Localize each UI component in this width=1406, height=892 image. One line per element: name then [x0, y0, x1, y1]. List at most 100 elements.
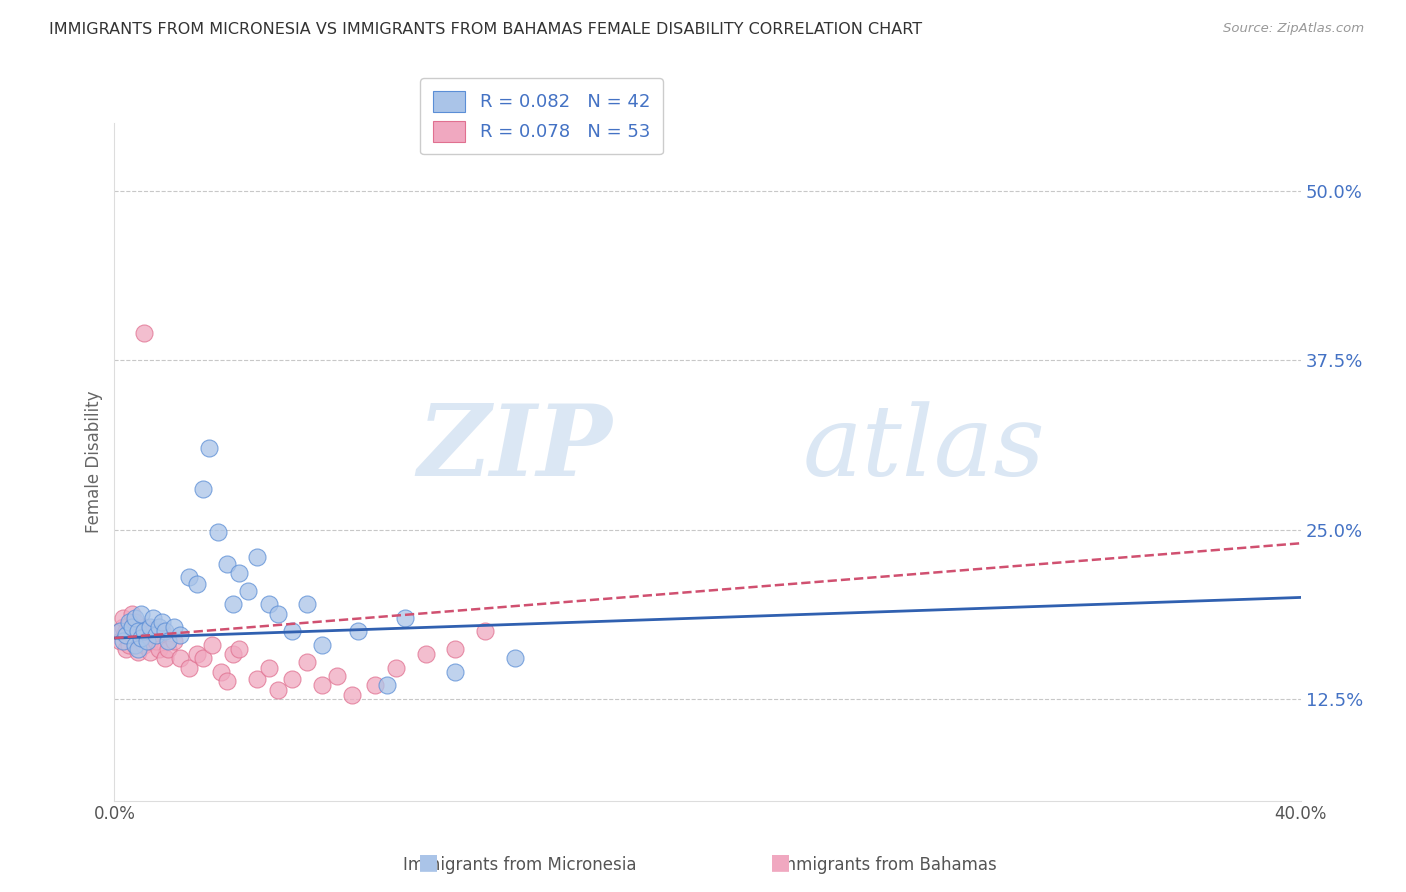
Point	[156, 641, 179, 656]
Point	[110, 624, 132, 639]
Point	[115, 624, 138, 639]
Point	[124, 638, 146, 652]
Point	[127, 641, 149, 656]
Point	[112, 611, 135, 625]
Point	[132, 624, 155, 639]
Point	[148, 641, 170, 656]
Point	[236, 583, 259, 598]
Point	[150, 615, 173, 629]
Point	[115, 641, 138, 656]
Point	[129, 633, 152, 648]
Point	[193, 651, 215, 665]
Point	[228, 566, 250, 580]
Point	[385, 661, 408, 675]
Point	[124, 638, 146, 652]
Point	[142, 624, 165, 639]
Point	[118, 617, 141, 632]
Point	[145, 628, 167, 642]
Point	[266, 607, 288, 621]
Point	[110, 633, 132, 648]
Point	[136, 628, 159, 642]
Point	[177, 661, 200, 675]
Point	[346, 624, 368, 639]
Point	[246, 549, 269, 564]
Text: atlas: atlas	[803, 401, 1045, 496]
Point	[375, 678, 398, 692]
Point	[124, 611, 146, 625]
Point	[153, 651, 176, 665]
Point	[105, 850, 128, 864]
Point	[127, 631, 149, 645]
Text: ■: ■	[770, 852, 790, 871]
Point	[139, 620, 162, 634]
Point	[129, 607, 152, 621]
Point	[281, 624, 304, 639]
Point	[186, 648, 208, 662]
Point	[198, 442, 221, 456]
Point	[326, 669, 349, 683]
Point	[222, 597, 245, 611]
Y-axis label: Female Disability: Female Disability	[86, 391, 103, 533]
Point	[207, 525, 229, 540]
Text: IMMIGRANTS FROM MICRONESIA VS IMMIGRANTS FROM BAHAMAS FEMALE DISABILITY CORRELAT: IMMIGRANTS FROM MICRONESIA VS IMMIGRANTS…	[49, 22, 922, 37]
Point	[186, 577, 208, 591]
Point	[112, 633, 135, 648]
Point	[139, 633, 162, 648]
Point	[121, 628, 143, 642]
Point	[132, 326, 155, 341]
Point	[246, 672, 269, 686]
Point	[169, 651, 191, 665]
Point	[503, 651, 526, 665]
Point	[142, 611, 165, 625]
Point	[163, 633, 186, 648]
Point	[121, 607, 143, 621]
Point	[139, 645, 162, 659]
Point	[150, 624, 173, 639]
Point	[295, 656, 318, 670]
Point	[311, 638, 333, 652]
Point	[118, 615, 141, 629]
Text: Immigrants from Bahamas: Immigrants from Bahamas	[775, 855, 997, 873]
Point	[124, 624, 146, 639]
Point	[281, 672, 304, 686]
Point	[444, 641, 467, 656]
Point	[415, 648, 437, 662]
Point	[153, 624, 176, 639]
Text: ■: ■	[419, 852, 439, 871]
Point	[209, 665, 232, 679]
Text: ZIP: ZIP	[418, 401, 613, 497]
Point	[340, 688, 363, 702]
Point	[444, 665, 467, 679]
Point	[127, 624, 149, 639]
Point	[136, 633, 159, 648]
Point	[201, 638, 224, 652]
Point	[217, 557, 239, 571]
Point	[364, 678, 387, 692]
Point	[222, 648, 245, 662]
Point	[228, 641, 250, 656]
Point	[177, 570, 200, 584]
Point	[394, 611, 416, 625]
Point	[217, 674, 239, 689]
Point	[132, 620, 155, 634]
Point	[163, 620, 186, 634]
Point	[266, 682, 288, 697]
Point	[257, 661, 280, 675]
Point	[295, 597, 318, 611]
Point	[311, 678, 333, 692]
Point	[169, 628, 191, 642]
Point	[127, 645, 149, 659]
Point	[193, 482, 215, 496]
Point	[124, 615, 146, 629]
Legend: R = 0.082   N = 42, R = 0.078   N = 53: R = 0.082 N = 42, R = 0.078 N = 53	[420, 78, 662, 154]
Point	[129, 624, 152, 639]
Point	[118, 638, 141, 652]
Point	[132, 638, 155, 652]
Point	[129, 631, 152, 645]
Point	[121, 620, 143, 634]
Text: Immigrants from Micronesia: Immigrants from Micronesia	[404, 855, 637, 873]
Point	[148, 620, 170, 634]
Text: Source: ZipAtlas.com: Source: ZipAtlas.com	[1223, 22, 1364, 36]
Point	[145, 633, 167, 648]
Point	[257, 597, 280, 611]
